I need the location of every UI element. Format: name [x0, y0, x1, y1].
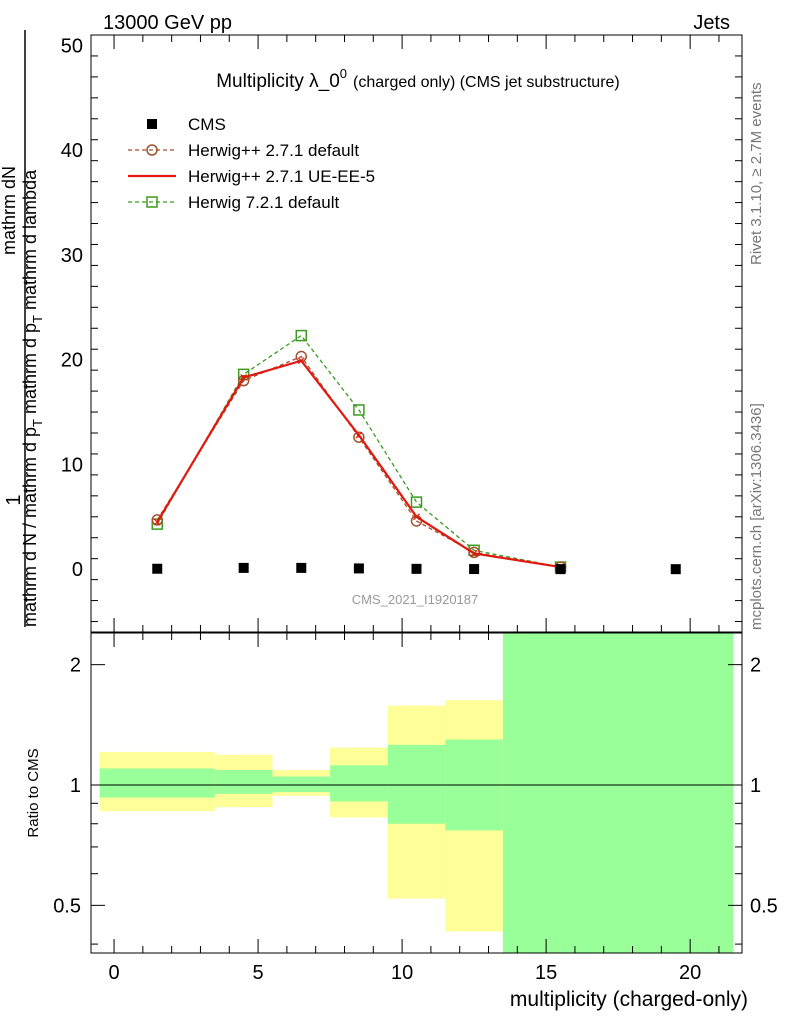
header-left: 13000 GeV pp — [103, 12, 232, 34]
herwig-uee5-point — [470, 550, 478, 557]
ratio-bands — [99, 633, 734, 953]
ratio-y-tick-label-right: 0.5 — [750, 895, 778, 917]
series-layer — [151, 329, 681, 575]
legend-item-cms: CMS — [147, 115, 226, 134]
main-ticks: 0 10 20 30 40 50 — [61, 35, 742, 647]
cms-data-point — [411, 563, 422, 574]
series-herwig_default — [151, 350, 567, 573]
legend-item-herwig7: Herwig 7.2.1 default — [128, 193, 339, 212]
ylabel-top: mathrm dN — [0, 166, 19, 255]
cms-data-point — [353, 563, 364, 574]
ratio-ticks: 0.5 0.51 12 20 5 10 15 20 — [53, 655, 778, 984]
y-tick-label: 20 — [61, 350, 83, 372]
ylabel-numerator: 1 — [3, 494, 25, 505]
series-line-herwig7 — [156, 334, 561, 568]
x-tick-label: 15 — [535, 962, 557, 984]
cms-data-point — [469, 564, 480, 575]
x-tick-label: 20 — [679, 962, 701, 984]
main-ylabel: 1 mathrm d N / mathrm d pT mathrm d pT m… — [0, 30, 45, 627]
x-tick-label: 5 — [253, 962, 264, 984]
herwig-uee5-point — [240, 374, 248, 381]
ratio-band-inner — [330, 765, 388, 802]
main-plot-frame — [90, 34, 743, 633]
herwig-uee5-point — [355, 431, 363, 439]
herwig-uee5-point — [153, 518, 161, 526]
x-tick-label: 10 — [391, 962, 413, 984]
series-line-herwig_default — [156, 355, 561, 568]
y-tick-label: 0 — [72, 559, 83, 581]
ratio-band-inner — [272, 776, 331, 793]
x-tick-label: 0 — [108, 962, 119, 984]
cms-data-point — [238, 562, 249, 573]
series-herwig_uee5 — [153, 357, 564, 571]
chart-title: Multiplicity λ_00(charged only) (CMS jet… — [216, 66, 620, 92]
y-tick-label: 40 — [61, 140, 83, 162]
herwig7-point — [295, 329, 308, 342]
mcplots-label: mcplots.cern.ch [arXiv:1306.3436] — [748, 403, 765, 630]
legend-label: Herwig 7.2.1 default — [188, 193, 339, 212]
analysis-watermark: CMS_2021_I1920187 — [352, 592, 479, 607]
ratio-band-inner — [502, 633, 734, 953]
ratio-y-tick-label-left: 0.5 — [53, 895, 81, 917]
header-right: Jets — [693, 12, 730, 34]
y-tick-label: 30 — [61, 245, 83, 267]
ratio-y-tick-label-left: 1 — [70, 775, 81, 797]
legend-label: Herwig++ 2.7.1 UE-EE-5 — [188, 167, 375, 186]
x-axis-label: multiplicity (charged-only) — [510, 988, 748, 1011]
ratio-band-inner — [99, 768, 215, 798]
legend: CMS Herwig++ 2.7.1 default Herwig++ 2.7.1 … — [128, 115, 375, 212]
herwig-uee5-point — [413, 513, 420, 521]
ylabel-denominator: mathrm d N / mathrm d pT mathrm d pT mat… — [20, 169, 45, 627]
herwig7-point — [353, 404, 365, 416]
herwig-default-point — [353, 431, 365, 443]
ratio-ylabel: Ratio to CMS — [25, 748, 42, 837]
legend-item-herwig_default: Herwig++ 2.7.1 default — [128, 141, 359, 160]
series-line-herwig_uee5 — [156, 359, 561, 569]
legend-label: Herwig++ 2.7.1 default — [188, 141, 359, 160]
cms-data-point — [555, 564, 566, 575]
y-tick-label: 50 — [61, 35, 83, 57]
herwig-uee5-point — [297, 357, 305, 365]
legend-label: CMS — [188, 115, 226, 134]
ratio-plot-frame — [90, 632, 743, 954]
cms-data-point — [152, 563, 163, 574]
ratio-y-tick-label-right: 2 — [750, 655, 761, 677]
herwig-default-point — [146, 144, 158, 156]
ratio-y-tick-label-left: 2 — [70, 655, 81, 677]
series-cms — [152, 562, 681, 575]
series-herwig7 — [151, 329, 567, 573]
ratio-band-inner — [214, 770, 273, 794]
legend-item-herwig_uee5: Herwig++ 2.7.1 UE-EE-5 — [128, 167, 375, 186]
herwig-default-point — [468, 546, 480, 559]
ratio-y-tick-label-right: 1 — [750, 775, 761, 797]
herwig-default-point — [151, 514, 164, 526]
herwig7-point — [146, 196, 158, 208]
herwig-default-point — [237, 374, 250, 387]
legend-marker — [147, 119, 157, 129]
y-tick-label: 10 — [61, 454, 83, 476]
ratio-band-inner — [387, 744, 446, 824]
cms-data-point — [670, 564, 681, 575]
cms-data-point — [296, 562, 307, 573]
rivet-label: Rivet 3.1.10, ≥ 2.7M events — [748, 83, 765, 266]
herwig7-point — [410, 496, 423, 508]
